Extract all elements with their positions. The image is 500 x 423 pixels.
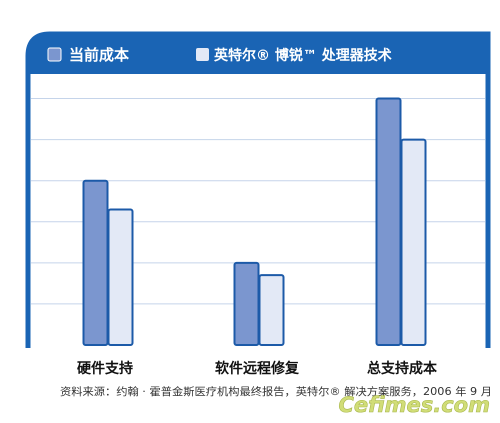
category-label-hardware-support: 硬件支持 [77, 360, 133, 377]
legend-swatch-current-cost [47, 47, 62, 62]
category-label-software-remote-repair: 软件远程修复 [215, 360, 300, 377]
bar-intel-vpro [107, 208, 134, 346]
legend-label-intel-vpro: 英特尔® 博锐™ 处理器技术 [213, 47, 392, 64]
legend: 当前成本 英特尔® 博锐™ 处理器技术 [47, 46, 392, 64]
source-footnote: 资料来源：约翰 · 霍普金斯医疗机构最终报告，英特尔® 解决方案服务，2006 … [60, 385, 492, 398]
watermark: Cefimes.com [338, 393, 490, 417]
bars [82, 97, 427, 347]
bar-intel-vpro [400, 138, 427, 346]
bar-intel-vpro [258, 274, 285, 346]
legend-swatch-intel-vpro [196, 48, 209, 61]
category-label-total-support-cost: 总支持成本 [367, 360, 438, 377]
bar-current-cost [233, 261, 260, 347]
bar-current-cost [82, 179, 109, 346]
legend-band [28, 34, 488, 74]
bar-current-cost [375, 97, 402, 346]
legend-label-current-cost: 当前成本 [69, 46, 129, 64]
